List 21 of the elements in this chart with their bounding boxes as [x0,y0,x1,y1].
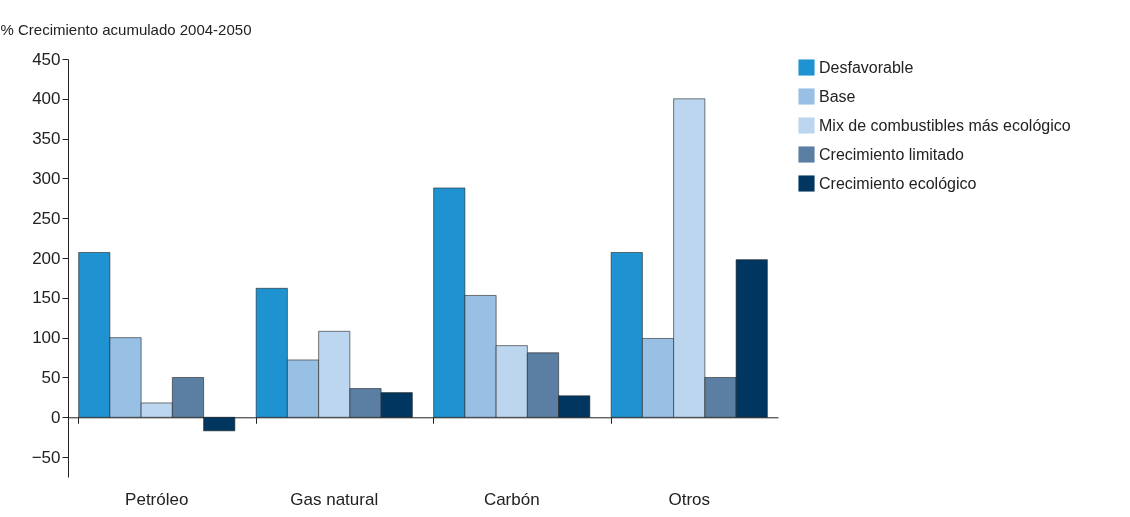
y-tick-label: 100 [32,328,61,348]
y-tick-label: 250 [32,208,61,228]
y-tick-label: 450 [32,49,61,69]
legend-label: Crecimiento ecológico [819,174,977,192]
x-tick-label: Carbón [483,489,540,509]
x-tick-label: Otros [668,489,711,509]
legend-label: Crecimiento limitado [819,145,965,163]
legend-label: Desfavorable [819,58,914,76]
y-tick-label: 200 [32,248,61,268]
y-tick-label: 0 [51,407,61,427]
y-tick-label: 300 [32,168,61,188]
y-tick-label: 400 [32,89,61,109]
x-tick-label: Petróleo [125,489,189,509]
y-axis-title: % Crecimiento acumulado 2004-2050 [0,20,252,38]
legend-label: Mix de combustibles más ecológico [819,116,1071,134]
legend-label: Base [819,87,856,105]
y-tick-label: 50 [41,367,61,387]
x-tick-label: Gas natural [290,489,379,509]
y-tick-label: 150 [32,288,61,308]
y-tick-label: −50 [31,447,61,467]
y-tick-label: 350 [32,129,61,149]
